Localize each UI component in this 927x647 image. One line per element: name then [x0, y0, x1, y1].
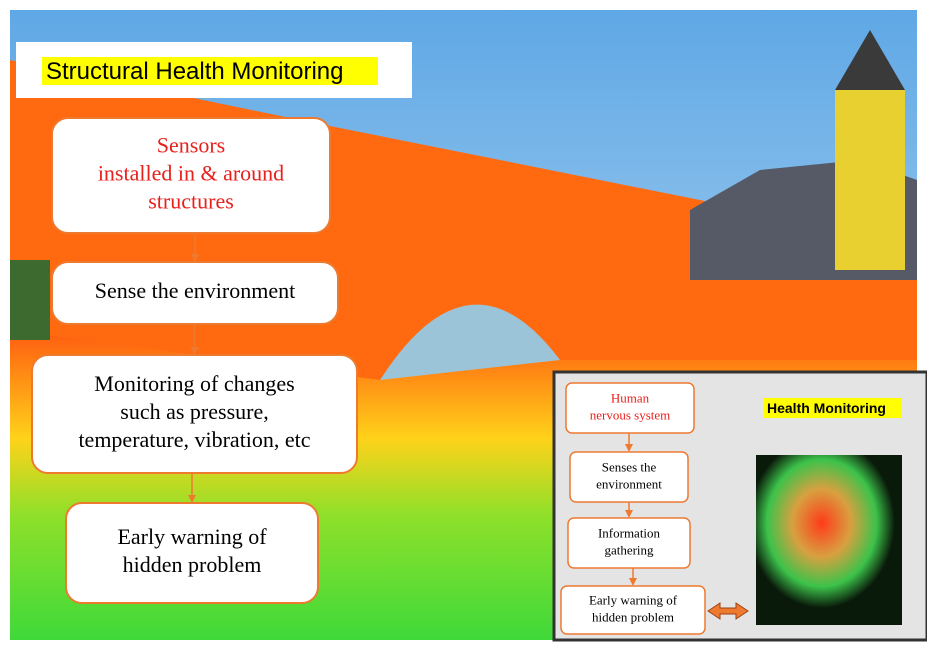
flow-text: Human	[611, 390, 650, 405]
flow-text: Monitoring of changes	[94, 371, 294, 396]
figure: Structural Health Monitoring Sensors inst…	[0, 0, 927, 647]
flow-text: hidden problem	[592, 609, 674, 624]
flow-text: Early warning of	[589, 592, 678, 607]
main-flow: Sensors installed in & around structures Se…	[32, 118, 357, 603]
flow-text: Senses the	[602, 459, 657, 474]
flow-text: Sensors	[157, 133, 225, 158]
flow-text: such as pressure,	[120, 399, 268, 424]
flow-text: nervous system	[590, 407, 671, 422]
title: Structural Health Monitoring	[46, 58, 343, 85]
flow-text: Early warning of	[117, 524, 267, 549]
inset-title: Health Monitoring	[767, 400, 886, 416]
flow-text: environment	[596, 476, 662, 491]
flow-text: structures	[148, 189, 234, 214]
flow-text: temperature, vibration, etc	[78, 427, 310, 452]
shoulder-image	[756, 455, 902, 625]
flow-text: hidden problem	[123, 552, 262, 577]
flow-text: gathering	[604, 542, 654, 557]
flow-text: Sense the environment	[95, 278, 295, 303]
inset: Health Monitoring Human nervous system Sen…	[554, 372, 927, 640]
flow-text: installed in & around	[98, 161, 284, 186]
flow-text: Information	[598, 525, 661, 540]
